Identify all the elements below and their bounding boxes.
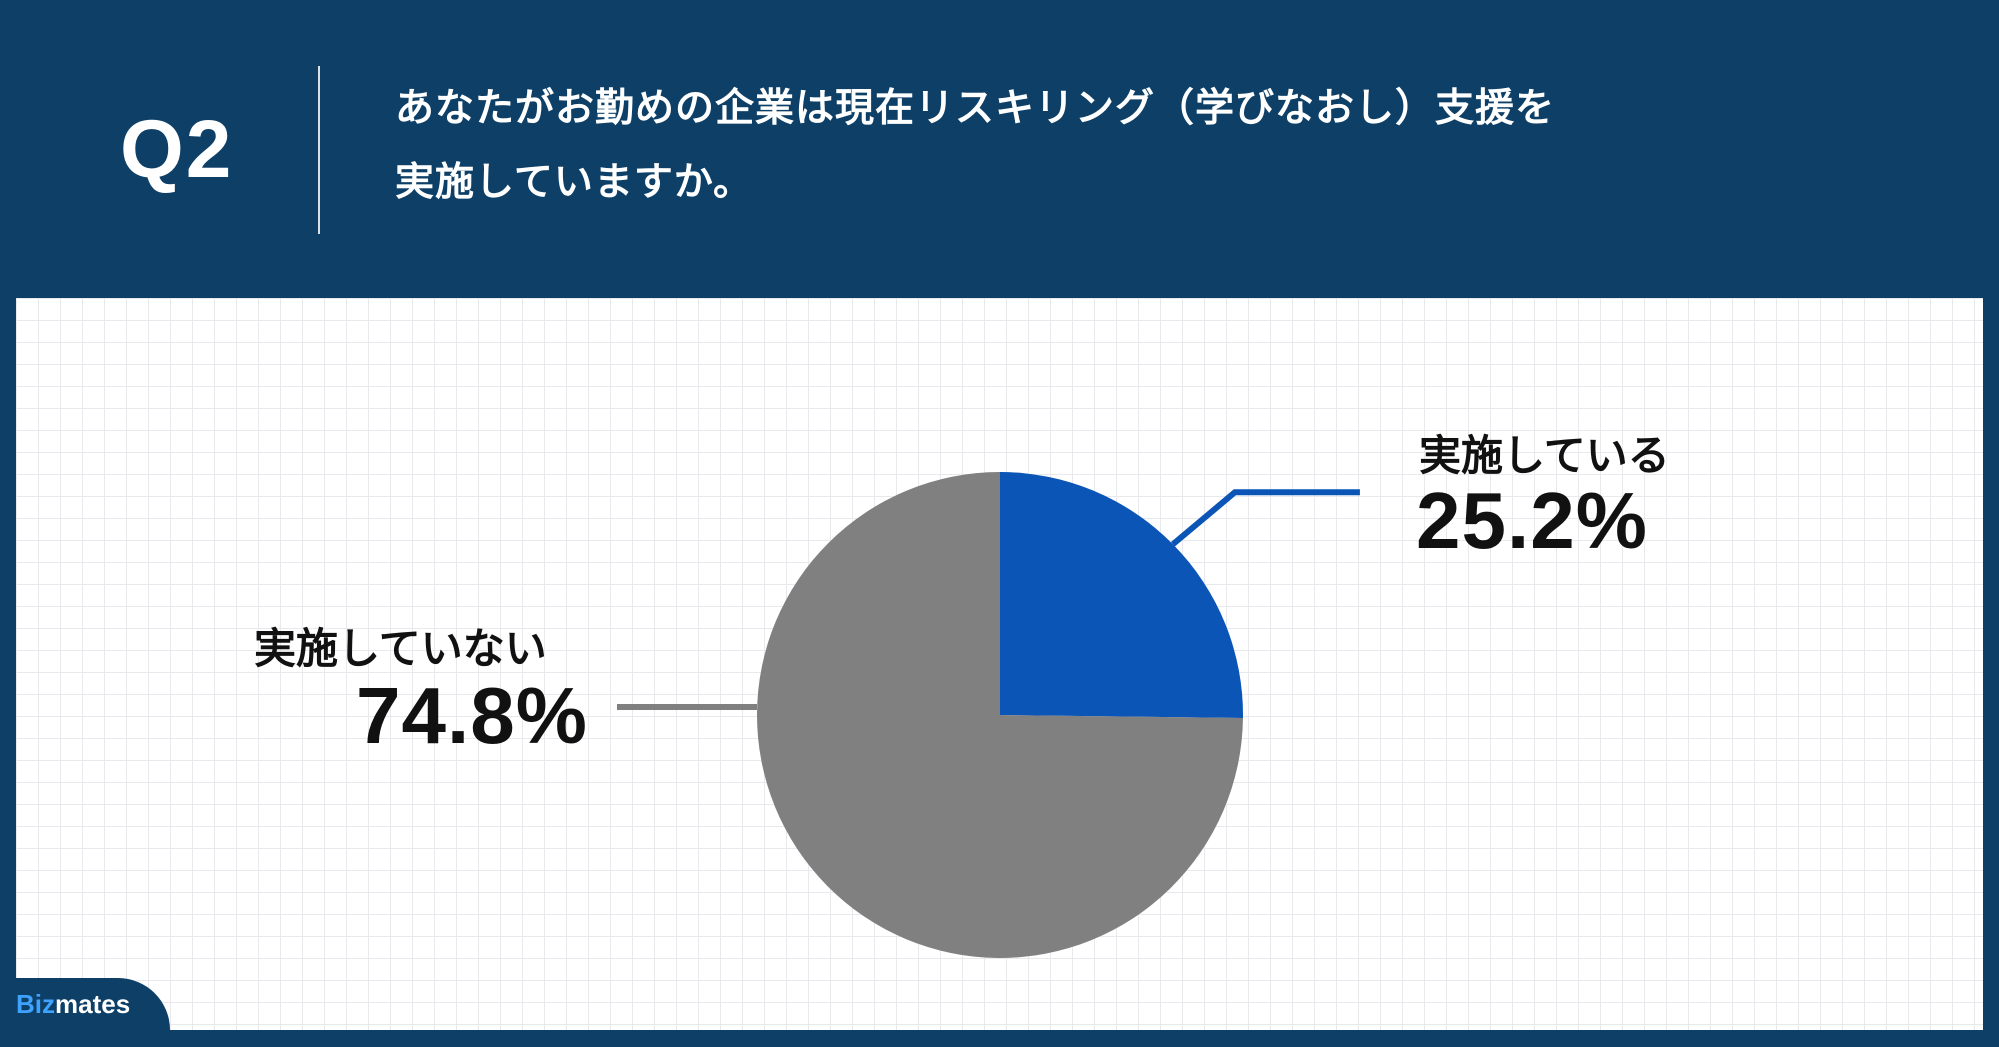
question-text: あなたがお勤めの企業は現在リスキリング（学びなおし）支援を 実施していますか。: [395, 72, 1675, 220]
question-number: Q2: [120, 104, 234, 195]
chart-panel: 実施している 25.2% 実施していない 74.8%: [16, 298, 1983, 1030]
header-banner: Q2 あなたがお勤めの企業は現在リスキリング（学びなおし）支援を 実施しています…: [0, 0, 1999, 298]
slice-label-not-implemented: 実施していない: [254, 624, 547, 673]
question-line-1: あなたがお勤めの企業は現在リスキリング（学びなおし）支援を: [395, 86, 1556, 131]
logo-text-biz: Biz: [16, 989, 55, 1019]
pie-slice-implemented: [1000, 472, 1243, 719]
slice-value-not-implemented: 74.8%: [356, 671, 588, 760]
bizmates-logo: Biz mates: [0, 978, 170, 1030]
bottom-bar: [0, 1030, 1999, 1047]
question-line-2: 実施していますか。: [395, 160, 754, 205]
header-divider: [318, 66, 320, 234]
leader-line-implemented: [1170, 489, 1360, 547]
slice-value-implemented: 25.2%: [1416, 476, 1648, 565]
pie-slice-not-implemented: [757, 472, 1243, 958]
slice-label-implemented: 実施している: [1419, 431, 1670, 480]
logo-text-mates: mates: [55, 989, 131, 1019]
pie-chart: [617, 472, 1360, 958]
